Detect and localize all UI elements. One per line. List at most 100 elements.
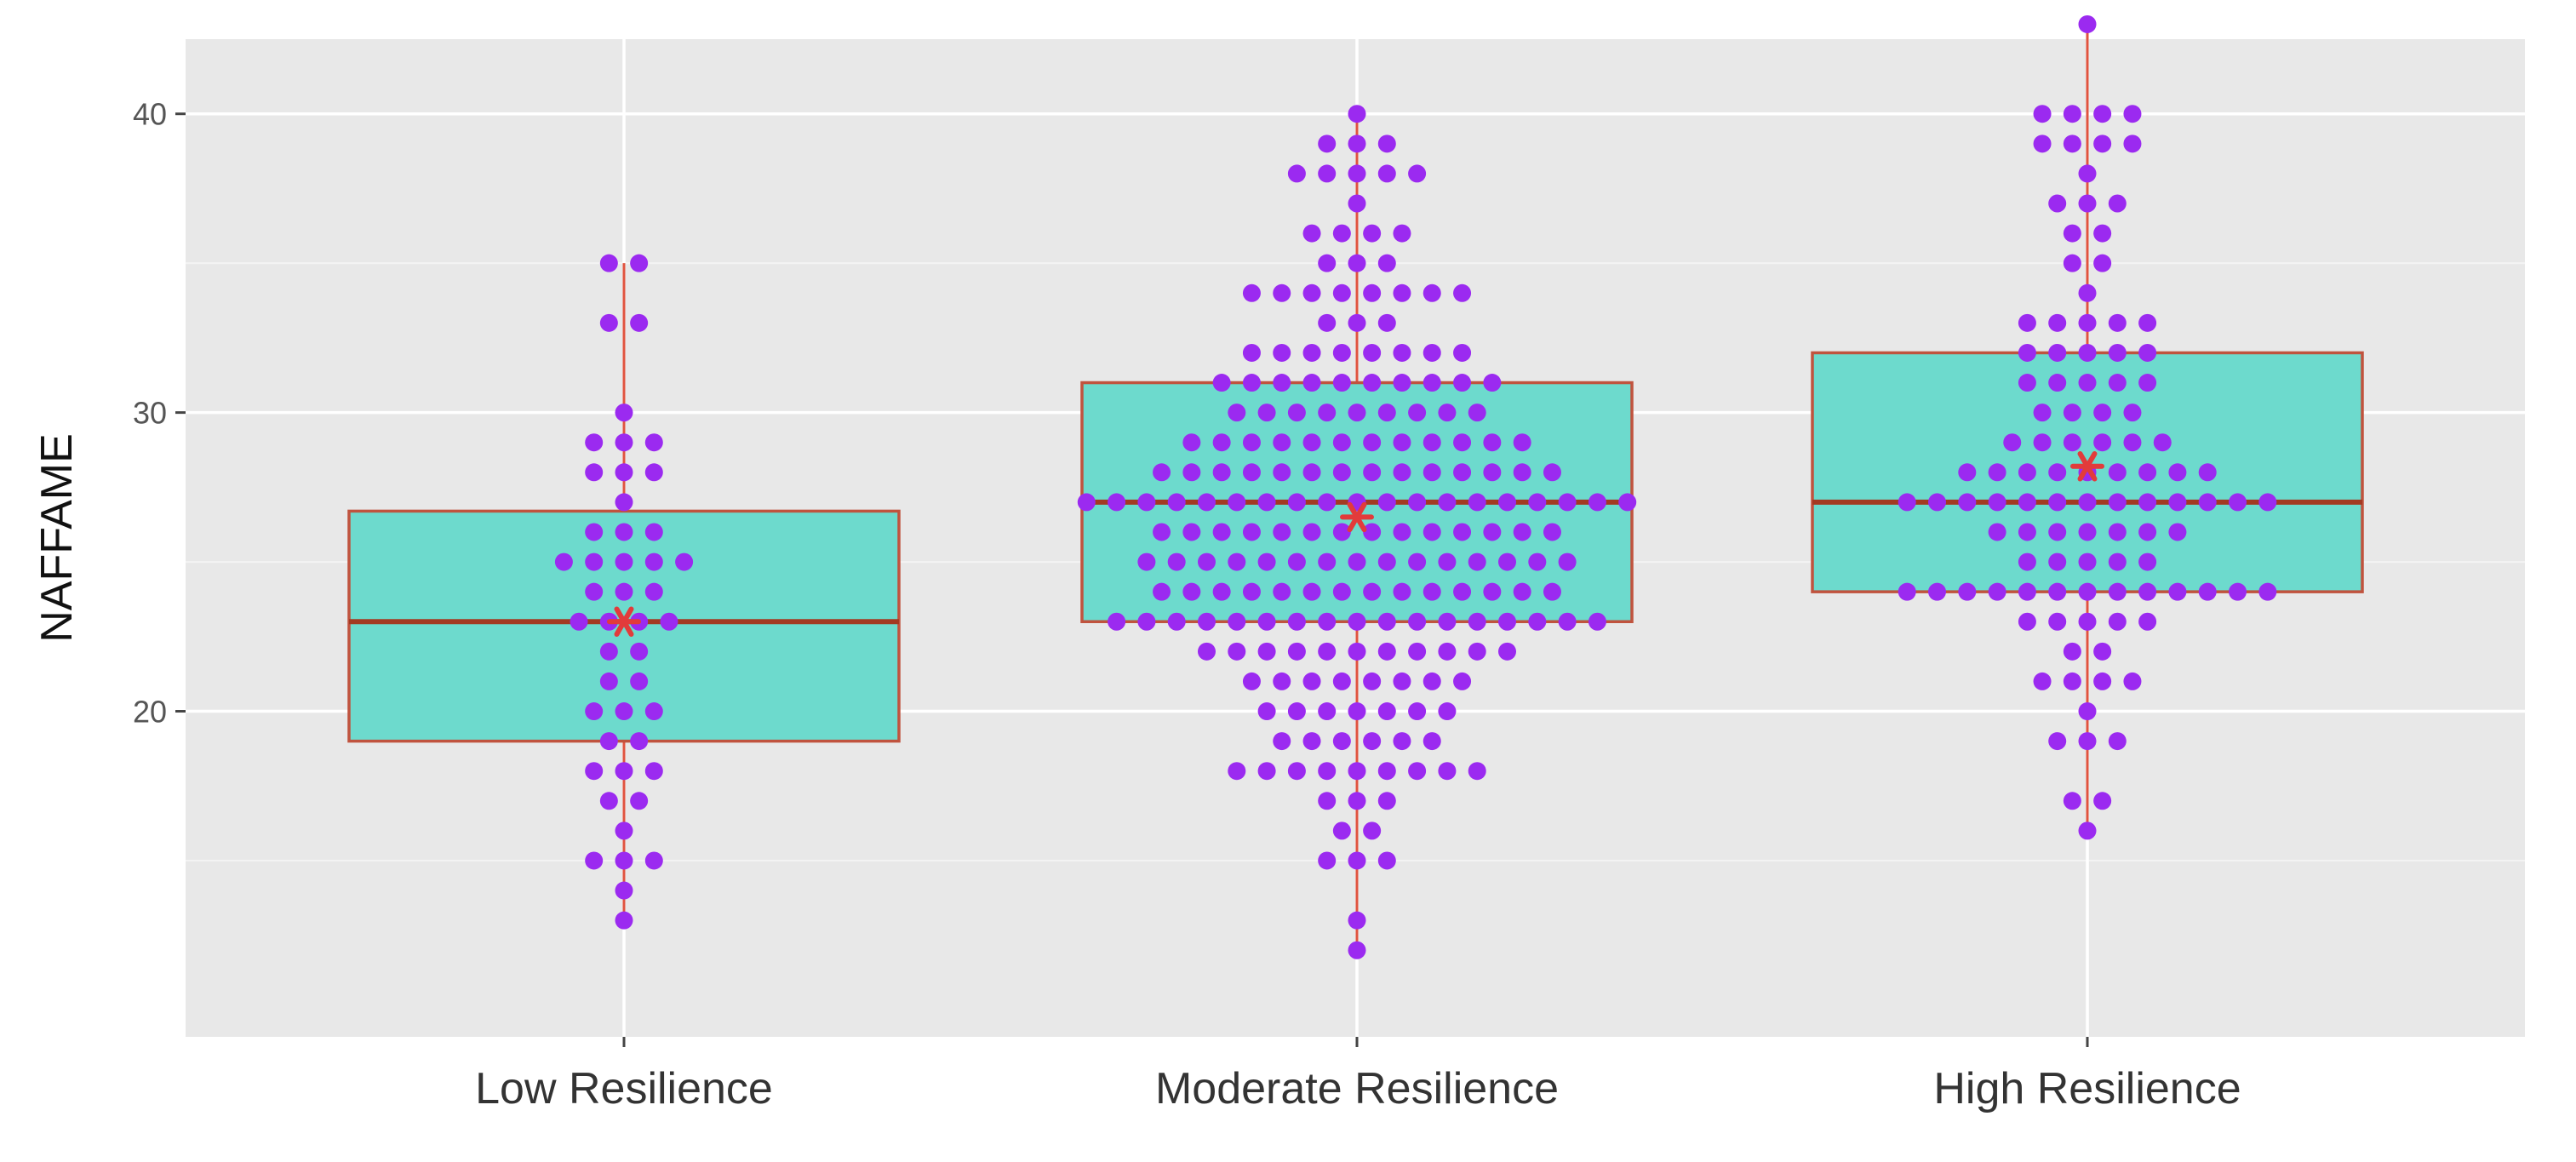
data-point — [2048, 194, 2067, 213]
data-point — [1332, 523, 1351, 541]
data-point — [2138, 374, 2157, 392]
data-point — [1257, 493, 1276, 512]
data-point — [2063, 433, 2081, 452]
data-point — [644, 463, 663, 482]
data-point — [2138, 313, 2157, 332]
data-point — [1543, 463, 1561, 482]
data-point — [2048, 493, 2067, 512]
data-point — [1332, 283, 1351, 302]
data-point — [1167, 493, 1186, 512]
data-point — [2138, 463, 2157, 482]
data-point — [1348, 313, 1366, 332]
data-point — [1513, 433, 1531, 452]
data-point — [615, 821, 633, 840]
data-point — [2108, 343, 2127, 362]
data-point — [1423, 343, 1441, 362]
data-point — [2078, 283, 2097, 302]
data-point — [1257, 762, 1276, 781]
data-point — [2063, 254, 2081, 272]
data-point — [1332, 582, 1351, 601]
data-point — [1393, 224, 1411, 243]
data-point — [1332, 672, 1351, 690]
data-point — [1438, 552, 1457, 571]
data-point — [1528, 612, 1547, 631]
data-point — [1363, 283, 1382, 302]
data-point — [1302, 433, 1321, 452]
data-point — [1393, 433, 1411, 452]
data-point — [1513, 463, 1531, 482]
data-point — [1408, 642, 1427, 661]
data-point — [2078, 313, 2097, 332]
data-point — [1212, 523, 1231, 541]
data-point — [1318, 135, 1337, 153]
data-point — [1348, 941, 1366, 959]
data-point — [2063, 135, 2081, 153]
data-point — [1302, 343, 1321, 362]
data-point — [1318, 702, 1337, 721]
data-point — [2168, 523, 2187, 541]
data-point — [2108, 732, 2127, 751]
data-point — [1137, 612, 1156, 631]
data-point — [2078, 343, 2097, 362]
data-point — [644, 762, 663, 781]
data-point — [2033, 672, 2052, 690]
data-point — [1228, 404, 1246, 422]
data-point — [2018, 582, 2036, 601]
data-point — [2078, 732, 2097, 751]
data-point — [1393, 672, 1411, 690]
data-point — [1348, 762, 1366, 781]
data-point — [1182, 523, 1201, 541]
data-point — [1332, 433, 1351, 452]
data-point — [1393, 582, 1411, 601]
data-point — [1273, 582, 1291, 601]
data-point — [2093, 224, 2112, 243]
data-point — [2048, 582, 2067, 601]
data-point — [1332, 732, 1351, 751]
data-point — [1348, 792, 1366, 810]
data-point — [1348, 194, 1366, 213]
data-point — [1273, 672, 1291, 690]
y-tick-label: 40 — [133, 97, 167, 132]
data-point — [2093, 642, 2112, 661]
data-point — [1377, 254, 1396, 272]
data-point — [1928, 582, 1946, 601]
data-point — [1212, 582, 1231, 601]
data-point — [2108, 552, 2127, 571]
data-point — [1363, 732, 1382, 751]
data-point — [630, 732, 649, 751]
data-point — [1363, 224, 1382, 243]
data-point — [1302, 582, 1321, 601]
data-point — [2093, 672, 2112, 690]
data-point — [1558, 552, 1577, 571]
data-point — [644, 523, 663, 541]
data-point — [1287, 493, 1306, 512]
data-point — [630, 642, 649, 661]
data-point — [1242, 283, 1261, 302]
data-point — [2258, 493, 2277, 512]
data-point — [1167, 552, 1186, 571]
data-point — [2108, 612, 2127, 631]
data-point — [2003, 433, 2022, 452]
data-point — [2123, 433, 2142, 452]
data-point — [1408, 612, 1427, 631]
data-point — [1468, 612, 1486, 631]
data-point — [2078, 702, 2097, 721]
data-point — [615, 433, 633, 452]
data-point — [2093, 254, 2112, 272]
data-point — [644, 552, 663, 571]
data-point — [2063, 672, 2081, 690]
data-point — [2153, 433, 2172, 452]
data-point — [1988, 493, 2006, 512]
data-point — [1332, 463, 1351, 482]
data-point — [2093, 135, 2112, 153]
data-point — [1273, 283, 1291, 302]
data-point — [585, 851, 604, 870]
x-tick-label: High Resilience — [1933, 1064, 2241, 1113]
data-point — [1438, 642, 1457, 661]
data-point — [1273, 732, 1291, 751]
data-point — [615, 851, 633, 870]
data-point — [585, 582, 604, 601]
data-point — [1318, 552, 1337, 571]
data-point — [1242, 582, 1261, 601]
